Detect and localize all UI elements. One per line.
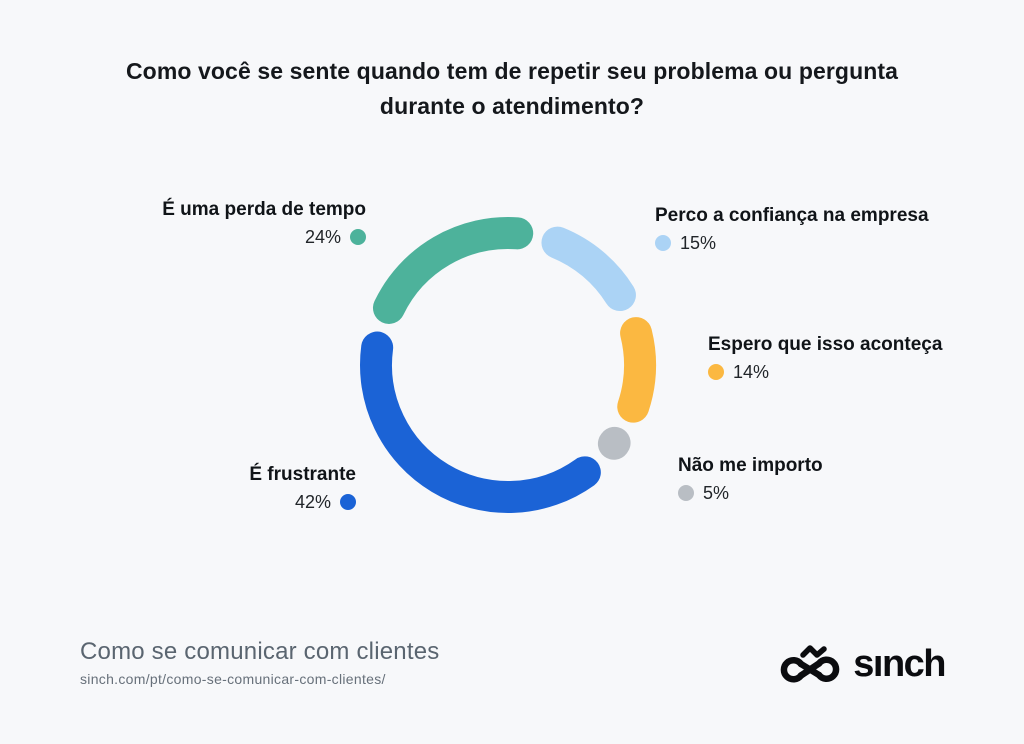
- legend-item-espero-aconteca: Espero que isso aconteça 14%: [708, 334, 942, 383]
- legend-item-perda-tempo: É uma perda de tempo 24%: [162, 199, 366, 248]
- donut-svg: [360, 217, 656, 513]
- legend-dot: [678, 485, 694, 501]
- legend-dot: [708, 364, 724, 380]
- donut-segment-frustrante: [360, 331, 601, 513]
- sinch-wordmark: sınch: [853, 643, 946, 685]
- footer-url: sinch.com/pt/como-se-comunicar-com-clien…: [80, 671, 386, 687]
- legend-value: 15%: [655, 232, 929, 254]
- legend-value: 14%: [708, 361, 942, 383]
- legend-item-perco-confianca: Perco a confiança na empresa 15%: [655, 205, 929, 254]
- legend-dot: [350, 229, 366, 245]
- donut-segment-perco-confianca: [541, 226, 636, 312]
- footer-title: Como se comunicar com clientes: [80, 638, 440, 665]
- legend-label: Perco a confiança na empresa: [655, 205, 929, 226]
- legend-label: Espero que isso aconteça: [708, 334, 943, 355]
- donut-segment-espero-aconteca: [617, 317, 656, 423]
- donut-segment-nao-importo: [597, 426, 631, 460]
- legend-item-frustrante: É frustrante 42%: [249, 464, 356, 513]
- donut-chart: [338, 195, 678, 535]
- legend-dot: [340, 494, 356, 510]
- legend-label: É frustrante: [249, 464, 356, 485]
- legend-value: 42%: [249, 491, 356, 513]
- legend-label: É uma perda de tempo: [162, 199, 366, 220]
- legend-value: 24%: [162, 226, 366, 248]
- chart-title: Como você se sente quando tem de repetir…: [125, 58, 899, 119]
- legend-dot: [655, 235, 671, 251]
- legend-item-nao-importo: Não me importo 5%: [678, 455, 823, 504]
- donut-segment-perda-tempo: [372, 217, 534, 324]
- sinch-infinity-knot-icon: [781, 645, 840, 683]
- legend-value: 5%: [678, 482, 823, 504]
- sinch-logo: sınch: [779, 641, 946, 687]
- legend-label: Não me importo: [678, 455, 823, 476]
